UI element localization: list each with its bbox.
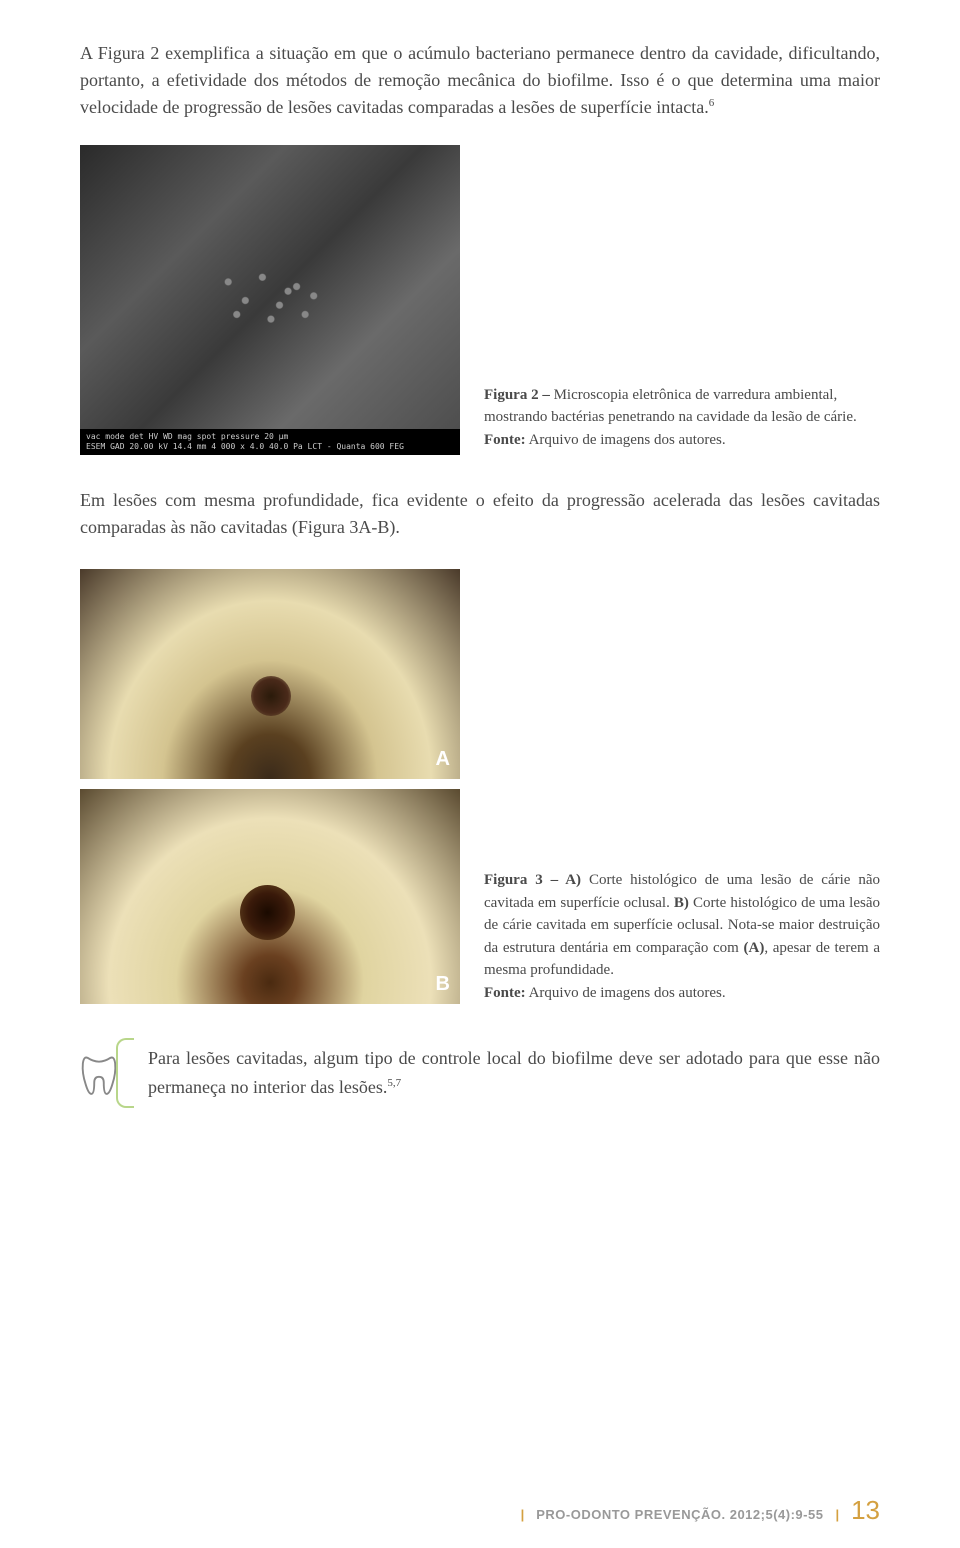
figure-2-block: vac mode det HV WD mag spot pressure 20 … <box>80 145 880 455</box>
figure-3-caption-bold-2: B) <box>674 895 689 911</box>
callout-box: Para lesões cavitadas, algum tipo de con… <box>80 1044 880 1104</box>
callout-icon-wrap <box>80 1044 128 1104</box>
sem-bar-line-1: vac mode det HV WD mag spot pressure 20 … <box>86 432 454 442</box>
footer-journal-ref: PRO-ODONTO PREVENÇÃO. 2012;5(4):9-55 <box>536 1507 823 1522</box>
figure-3-caption-bold-3: (A) <box>744 940 765 956</box>
figure-3b-wrap: B <box>80 789 460 1004</box>
sem-bar-line-2: ESEM GAD 20.00 kV 14.4 mm 4 000 x 4.0 40… <box>86 442 454 452</box>
figure-2-source-text: Arquivo de imagens dos autores. <box>526 432 726 448</box>
paragraph-1-text: A Figura 2 exemplifica a situação em que… <box>80 43 880 117</box>
figure-3-caption: Figura 3 – A) Corte histológico de uma l… <box>484 869 880 1004</box>
figure-3b-image <box>80 789 460 1004</box>
figure-3-block: A B Figura 3 – A) Corte histológico de u… <box>80 569 880 1004</box>
figure-3b-row: B Figura 3 – A) Corte histológico de uma… <box>80 789 880 1004</box>
figure-3b-label: B <box>436 973 450 996</box>
footer-page-number: 13 <box>851 1495 880 1526</box>
figure-2-sem-infobar: vac mode det HV WD mag spot pressure 20 … <box>80 429 460 455</box>
figure-2-caption-label: Figura 2 – <box>484 387 554 403</box>
paragraph-1-citation: 6 <box>709 97 715 109</box>
figure-3a-wrap: A <box>80 569 460 779</box>
figure-3-caption-bold-1: Figura 3 – A) <box>484 872 581 888</box>
footer-separator-left: | <box>521 1507 525 1522</box>
figure-3a-image <box>80 569 460 779</box>
figure-3a-label: A <box>436 748 450 771</box>
paragraph-2: Em lesões com mesma profundidade, fica e… <box>80 487 880 541</box>
figure-3-source-label: Fonte: <box>484 985 526 1001</box>
paragraph-1: A Figura 2 exemplifica a situação em que… <box>80 40 880 121</box>
figure-2-caption: Figura 2 – Microscopia eletrônica de var… <box>484 384 880 456</box>
figure-2-bacteria-cluster <box>194 254 365 347</box>
figure-2-source-label: Fonte: <box>484 432 526 448</box>
page-footer: | PRO-ODONTO PREVENÇÃO. 2012;5(4):9-55 |… <box>521 1495 880 1526</box>
tooth-icon <box>80 1052 118 1096</box>
callout-text: Para lesões cavitadas, algum tipo de con… <box>148 1044 880 1102</box>
callout-citation: 5,7 <box>387 1077 401 1089</box>
callout-bracket-icon <box>116 1038 134 1108</box>
callout-text-content: Para lesões cavitadas, algum tipo de con… <box>148 1048 880 1097</box>
footer-separator-right: | <box>835 1507 839 1522</box>
paragraph-2-text: Em lesões com mesma profundidade, fica e… <box>80 490 880 537</box>
figure-2-image: vac mode det HV WD mag spot pressure 20 … <box>80 145 460 455</box>
figure-3-source-text: Arquivo de imagens dos autores. <box>526 985 726 1001</box>
